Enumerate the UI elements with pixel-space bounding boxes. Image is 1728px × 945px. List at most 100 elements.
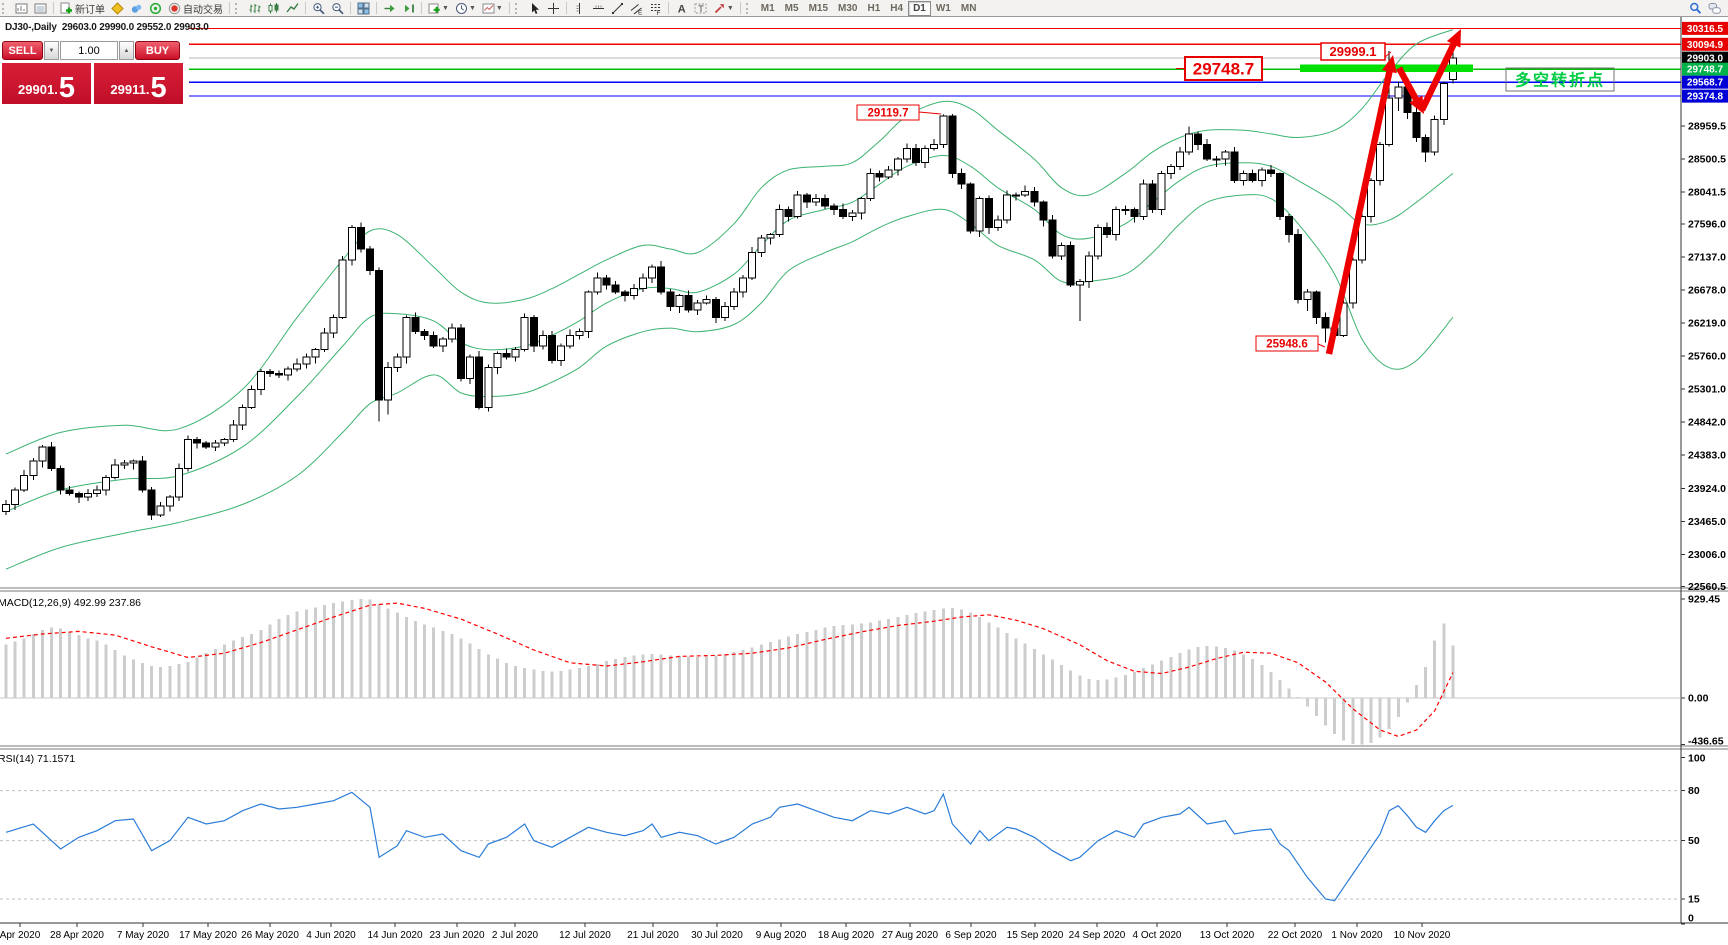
chart-window-button[interactable]	[12, 0, 31, 16]
signals-button[interactable]	[146, 0, 165, 16]
templates-button[interactable]: ▼	[479, 0, 506, 16]
annotation-box[interactable]	[1320, 42, 1386, 61]
candle	[429, 334, 438, 347]
candle	[220, 439, 229, 444]
annotation-label-sep-high[interactable]: 29119.7	[856, 104, 942, 121]
macd-histogram-bar	[941, 608, 945, 698]
annotation-box[interactable]	[1184, 56, 1263, 81]
macd-histogram-bar	[987, 622, 991, 698]
annotation-box[interactable]	[856, 104, 920, 121]
macd-histogram-bar	[441, 630, 445, 698]
text-label-button[interactable]: T	[691, 0, 710, 16]
zoom-in-button[interactable]	[309, 0, 328, 16]
trend-arrow-shaft[interactable]	[1325, 65, 1394, 355]
periods-icon	[455, 2, 467, 14]
candle	[575, 331, 584, 336]
candle	[375, 270, 384, 401]
candle	[639, 277, 647, 290]
trend-arrow-shaft[interactable]	[1396, 66, 1422, 106]
lot-dropdown-icon[interactable]: ▼	[44, 41, 59, 60]
market-button[interactable]	[127, 0, 146, 16]
lot-size-input[interactable]	[60, 41, 118, 60]
pivot-label-box[interactable]	[1505, 67, 1615, 92]
chat-button[interactable]	[1705, 0, 1724, 16]
pivot-point-label[interactable]: 多空转折点	[1505, 67, 1615, 92]
toolbar-group	[309, 0, 347, 16]
toolbar-grip[interactable]	[745, 2, 753, 14]
timeframe-mn[interactable]: MN	[960, 2, 977, 14]
text-button[interactable]: A	[672, 0, 691, 16]
candle	[447, 327, 456, 340]
annotation-label-nov-high[interactable]: 29999.1	[1320, 42, 1392, 61]
timeframe-d1[interactable]: D1	[908, 0, 931, 16]
timeframe-m15[interactable]: M15	[808, 2, 829, 14]
equidistant-channel-button[interactable]: E	[627, 0, 646, 16]
metaeditor-button[interactable]	[108, 0, 127, 16]
macd-histogram-bar	[778, 639, 781, 698]
new-order-button[interactable]: 新订单	[57, 0, 108, 16]
buy-button[interactable]: BUY	[135, 41, 180, 60]
crosshair-button[interactable]	[544, 0, 563, 16]
trend-arrow-head[interactable]	[1409, 95, 1424, 114]
annotation-label-pivot-price[interactable]: 29748.7	[1176, 56, 1263, 81]
bid-price-box[interactable]: 29901. 5	[2, 63, 91, 104]
cursor-button[interactable]	[525, 0, 544, 16]
macd-histogram-bar	[232, 640, 235, 698]
timeframe-h4[interactable]: H4	[890, 2, 904, 14]
autotrading-button[interactable]: 自动交易	[165, 0, 226, 16]
periods-button[interactable]: ▼	[452, 0, 479, 16]
macd-histogram-bar	[596, 663, 599, 698]
toolbar-grip[interactable]	[235, 2, 242, 14]
lot-spin-up-icon[interactable]: ▲	[119, 41, 134, 60]
macd-histogram-bar	[623, 656, 627, 698]
candle	[29, 460, 38, 477]
sell-button[interactable]: SELL	[2, 41, 43, 60]
search-button[interactable]	[1686, 0, 1705, 16]
candles-chart-button[interactable]	[264, 0, 283, 16]
toolbar-grip[interactable]	[514, 2, 522, 14]
zoom-out-button[interactable]	[328, 0, 347, 16]
macd-histogram-bar	[905, 614, 909, 698]
timeframe-m5[interactable]: M5	[784, 2, 799, 14]
line-chart-button[interactable]	[283, 0, 302, 16]
bars-chart-button[interactable]	[245, 0, 264, 16]
candle	[602, 277, 611, 286]
timeframe-w1[interactable]: W1	[935, 2, 951, 14]
trend-arrow-head[interactable]	[1446, 29, 1461, 48]
annotation-box[interactable]	[1255, 335, 1319, 352]
horizontal-line-button[interactable]	[589, 0, 608, 16]
timeframe-m1[interactable]: M1	[760, 2, 775, 14]
fibonacci-button[interactable]: F	[646, 0, 665, 16]
candle	[211, 442, 220, 448]
trend-arrow-shaft[interactable]	[1419, 38, 1459, 112]
timeframe-m30[interactable]: M30	[838, 2, 858, 14]
candle	[675, 295, 684, 308]
vertical-line-button[interactable]	[570, 0, 589, 16]
trend-arrow-head[interactable]	[1382, 55, 1397, 74]
ask-price-box[interactable]: 29911. 5	[94, 63, 183, 104]
auto-scroll-button[interactable]	[380, 0, 399, 16]
toolbar-grip[interactable]	[2, 2, 9, 14]
arrows-button[interactable]: ▼	[710, 0, 737, 16]
price-main-digits: 29911.	[110, 82, 150, 97]
autotrading-label: 自动交易	[183, 4, 223, 16]
candle	[939, 115, 948, 146]
tile-windows-button[interactable]	[354, 0, 373, 16]
chart-shift-button[interactable]	[399, 0, 418, 16]
toolbar-group	[245, 0, 302, 16]
price-tag-29903.0: 29903.0	[1682, 51, 1728, 65]
annotation-text: 29999.1	[1330, 44, 1377, 59]
indicators-button[interactable]: ▼	[425, 0, 452, 16]
macd-histogram-bar	[159, 667, 163, 698]
data-window-button[interactable]	[31, 0, 50, 16]
macd-histogram-bar	[687, 656, 690, 698]
timeframe-h1[interactable]: H1	[867, 2, 881, 14]
annotation-label-oct-low[interactable]: 25948.6	[1255, 335, 1326, 352]
candle	[265, 370, 274, 374]
toolbar-group: 新订单 自动交易	[57, 0, 226, 16]
price-tick-label: 23465.0	[1688, 516, 1726, 528]
trendline-button[interactable]	[608, 0, 627, 16]
